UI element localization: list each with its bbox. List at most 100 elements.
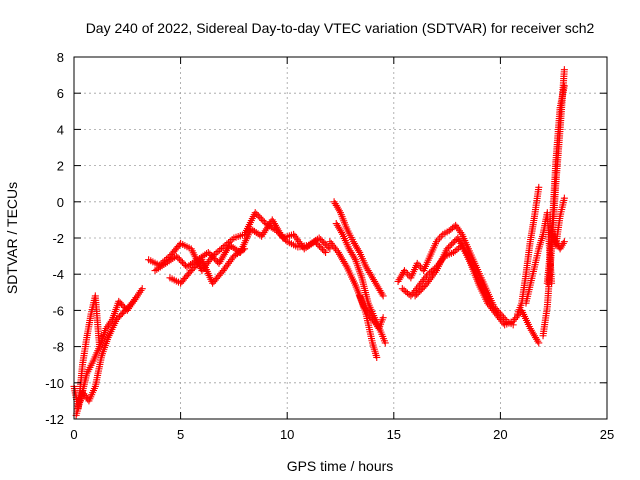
x-tick-labels: 0 5 10 15 20 25 — [70, 427, 614, 442]
data-point — [195, 259, 203, 267]
data-point — [216, 246, 224, 254]
series-track-d — [145, 209, 334, 275]
data-point — [560, 66, 568, 74]
data-point — [381, 339, 389, 347]
data-point — [165, 257, 173, 265]
data-point — [317, 244, 325, 252]
data-point — [162, 259, 170, 267]
data-point — [256, 231, 264, 239]
data-point — [174, 254, 182, 262]
series-track-s — [550, 234, 568, 253]
data-point — [322, 248, 330, 256]
data-point — [449, 248, 457, 256]
data-point — [160, 261, 168, 269]
data-point — [247, 225, 255, 233]
x-tick-label: 20 — [493, 427, 507, 442]
data-point — [319, 245, 327, 253]
y-tick-labels: -12 -10 -8 -6 -4 -2 0 2 4 6 8 — [45, 50, 64, 427]
data-point — [239, 246, 247, 254]
data-point — [323, 242, 331, 250]
data-point — [254, 230, 262, 238]
x-tick-label: 25 — [600, 427, 614, 442]
data-point — [217, 245, 225, 253]
y-tick-label: -10 — [45, 376, 64, 391]
data-point — [214, 248, 222, 256]
series-track-a — [70, 292, 104, 412]
data-point — [169, 255, 177, 263]
data-point — [138, 285, 146, 293]
data-point — [373, 353, 381, 361]
grid-lines — [74, 57, 607, 419]
data-point — [187, 261, 195, 269]
data-point — [259, 216, 267, 224]
data-point — [185, 262, 193, 270]
data-point — [256, 213, 264, 221]
data-point — [251, 209, 259, 217]
y-axis-label: SDTVAR / TECUs — [4, 182, 20, 294]
data-point — [445, 243, 453, 251]
data-point — [398, 285, 406, 293]
data-point — [237, 247, 245, 255]
data-point — [379, 314, 387, 322]
chart-title: Day 240 of 2022, Sidereal Day-to-day VTE… — [86, 20, 595, 36]
data-point — [535, 183, 543, 191]
data-point — [304, 242, 312, 250]
y-tick-label: -8 — [52, 340, 64, 355]
y-tick-label: 0 — [57, 195, 64, 210]
data-point — [257, 215, 265, 223]
data-point — [207, 252, 215, 260]
data-point — [241, 245, 249, 253]
data-point — [228, 236, 236, 244]
data-point — [175, 255, 183, 263]
y-tick-label: -6 — [52, 303, 64, 318]
data-point — [167, 256, 175, 264]
data-point — [190, 263, 198, 271]
data-point — [318, 237, 326, 245]
series-track-r — [548, 194, 568, 249]
data-point — [226, 237, 234, 245]
data-point — [253, 210, 261, 218]
data-point — [230, 252, 238, 260]
data-point — [560, 194, 568, 202]
data-point — [416, 287, 424, 295]
data-point — [306, 241, 314, 249]
series-track-n — [513, 183, 543, 318]
data-point — [204, 248, 212, 256]
series-track-c — [76, 294, 140, 405]
data-point — [411, 292, 419, 300]
data-point — [201, 251, 209, 259]
series-track-m — [411, 234, 504, 322]
data-point — [227, 242, 235, 250]
data-point — [453, 246, 461, 254]
y-tick-label: 4 — [57, 122, 64, 137]
data-point — [252, 229, 260, 237]
data-point — [249, 226, 257, 234]
data-point — [315, 242, 323, 250]
data-point — [312, 239, 320, 247]
data-point — [321, 240, 329, 248]
y-tick-label: 6 — [57, 86, 64, 101]
data-point — [302, 244, 310, 252]
data-point — [235, 248, 243, 256]
data-point — [455, 244, 463, 252]
data-point — [206, 250, 214, 258]
data-point — [451, 247, 459, 255]
data-point — [414, 289, 422, 297]
x-tick-label: 10 — [280, 427, 294, 442]
data-point — [232, 251, 240, 259]
x-axis-label: GPS time / hours — [287, 458, 394, 474]
y-tick-label: -12 — [45, 412, 64, 427]
data-point — [314, 241, 322, 249]
data-point — [231, 245, 239, 253]
axis-ticks — [73, 56, 608, 420]
data-point — [156, 263, 164, 271]
data-point — [177, 257, 185, 265]
data-point — [413, 290, 421, 298]
series-track-j — [356, 292, 381, 361]
data-point — [212, 249, 220, 257]
data-point — [153, 265, 161, 273]
data-point — [300, 245, 308, 253]
data-point — [417, 286, 425, 294]
data-point — [320, 247, 328, 255]
